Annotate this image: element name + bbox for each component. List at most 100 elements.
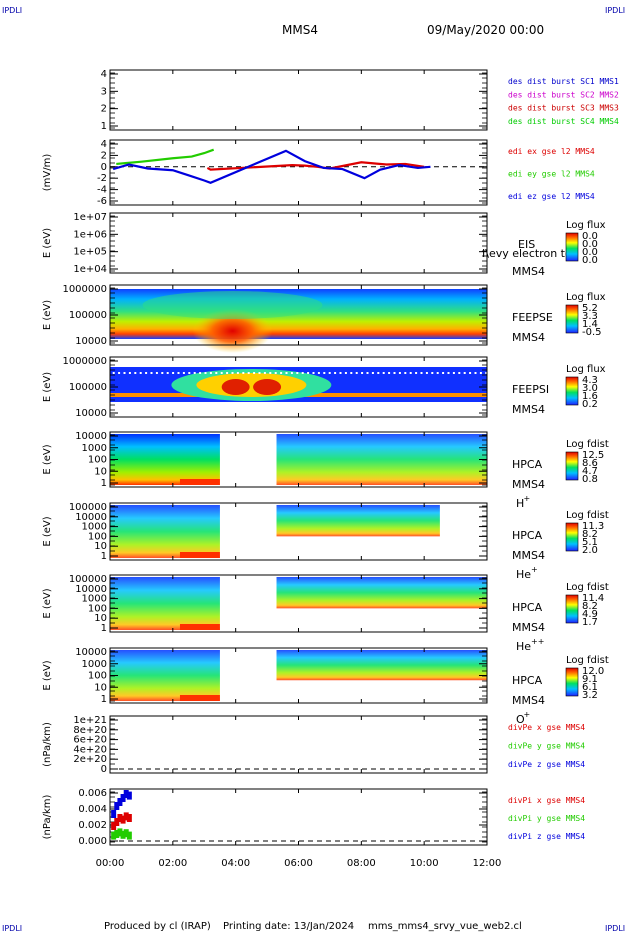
colorbar-tick: 8.2 [582, 601, 598, 612]
colorbar-tick: 12.0 [582, 666, 604, 677]
x-axis: 00:00 02:00 04:00 06:00 08:00 10:00 12:00 [96, 858, 502, 869]
data-point [114, 830, 120, 838]
noise-speck [164, 365, 166, 367]
x-tick-label: 12:00 [473, 858, 502, 869]
noise-speck [393, 372, 396, 374]
data-gap [219, 433, 277, 486]
corner-bl-label: IPDLI [2, 924, 22, 933]
corner-tr-label: IPDLI [605, 6, 625, 15]
instrument-label: HPCA [512, 674, 543, 687]
y-tick-label: 10 [94, 613, 107, 624]
noise-speck [169, 365, 172, 367]
noise-speck [212, 365, 215, 367]
data-gap [219, 576, 277, 631]
y-tick-label: 100000 [69, 382, 107, 393]
noise-speck [269, 372, 272, 374]
noise-speck [131, 365, 134, 367]
legend-entry: des dist burst SC2 MMS2 [508, 90, 619, 99]
noise-speck [250, 365, 253, 367]
noise-speck [193, 372, 196, 374]
colorbar-tick: 8.6 [582, 458, 598, 469]
x-tick-label: 06:00 [284, 858, 313, 869]
colorbar-tick: 9.1 [582, 674, 598, 685]
noise-speck [431, 372, 434, 374]
spacecraft-label: MMS4 [512, 621, 545, 634]
noise-speck [439, 365, 442, 367]
legend-entry: des dist burst SC4 MMS4 [508, 117, 619, 126]
series-line [116, 148, 215, 166]
noise-speck [423, 365, 426, 367]
y-tick-label: 0.000 [78, 836, 107, 847]
noise-speck [336, 365, 339, 367]
noise-speck [150, 372, 153, 374]
page-title: MMS4 [282, 23, 318, 37]
colorbar-title: Log fdist [566, 582, 609, 593]
noise-speck [196, 365, 199, 367]
data-point [120, 830, 126, 839]
spectrogram-band [142, 291, 323, 319]
legend-entry: divPi x gse MMS4 [508, 796, 585, 805]
noise-speck [204, 372, 207, 374]
footer-produced: Produced by cl (IRAP) [104, 921, 211, 932]
colorbar-tick: 0.8 [582, 474, 598, 485]
overlay-text: I\evy electron to [482, 247, 572, 260]
noise-speck [444, 365, 447, 367]
species-charge: + [524, 710, 531, 719]
noise-speck [380, 365, 382, 367]
noise-speck [274, 372, 277, 374]
y-tick-label: 0.004 [78, 804, 107, 815]
data-point [117, 828, 123, 837]
noise-speck [353, 365, 355, 367]
noise-speck [191, 365, 193, 367]
noise-speck [328, 372, 331, 374]
noise-speck [404, 372, 407, 374]
noise-speck [477, 365, 480, 367]
y-tick-label: 1000000 [62, 356, 107, 367]
panel-frame [109, 212, 488, 274]
spectrogram-fill [110, 577, 220, 630]
noise-speck [110, 365, 112, 367]
legend-entry: divPe x gse MMS4 [508, 723, 585, 732]
y-axis-label: E (eV) [42, 588, 53, 618]
species-charge: + [531, 565, 538, 574]
noise-speck [434, 365, 436, 367]
spectrogram-fill [110, 434, 220, 485]
noise-speck [334, 372, 337, 374]
panel-frame [109, 715, 488, 774]
y-tick-label: 1e+04 [73, 264, 107, 275]
spectrogram-fill [276, 434, 487, 485]
y-tick-label: 10 [94, 541, 107, 552]
colorbar-tick: 4.7 [582, 466, 598, 477]
y-tick-label: 1000 [82, 522, 107, 533]
spectrogram-fill [276, 577, 487, 609]
legend-entry: divPi y gse MMS4 [508, 814, 585, 823]
noise-speck [263, 372, 266, 374]
panel-frame [109, 139, 488, 206]
noise-speck [296, 372, 299, 374]
noise-speck [207, 365, 210, 367]
legend-entry: edi ey gse l2 MMS4 [508, 170, 595, 179]
noise-speck [242, 372, 245, 374]
y-tick-label: 10 [94, 682, 107, 693]
noise-speck [245, 365, 247, 367]
noise-speck [309, 365, 312, 367]
noise-speck [177, 372, 180, 374]
legend-entry: edi ex gse l2 MMS4 [508, 147, 595, 156]
data-point [117, 814, 123, 822]
y-tick-label: 1e+05 [73, 247, 107, 258]
noise-speck [288, 365, 291, 367]
colorbar-tick: 2.0 [582, 545, 598, 556]
data-point [123, 829, 129, 838]
colorbar-tick: 5.1 [582, 537, 598, 548]
colorbar-title: Log flux [566, 292, 606, 303]
y-tick-label: 10000 [75, 584, 107, 595]
spectrogram-fill [110, 650, 220, 701]
x-tick-label: 10:00 [410, 858, 439, 869]
noise-speck [442, 372, 445, 374]
noise-speck [409, 372, 412, 374]
y-axis-label: E (eV) [42, 300, 53, 330]
noise-speck [266, 365, 269, 367]
y-tick-label: 4 [101, 69, 107, 80]
noise-speck [272, 365, 274, 367]
spectrogram-fill [110, 505, 220, 558]
